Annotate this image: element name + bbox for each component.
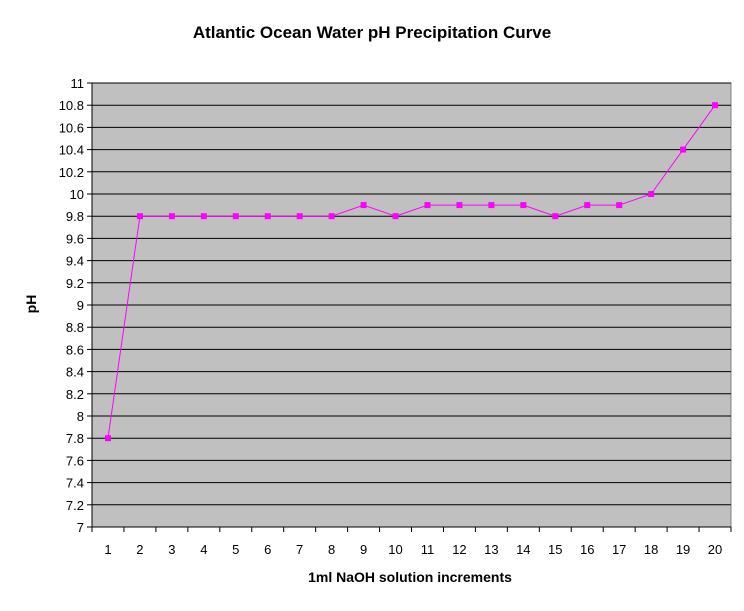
data-point [712,102,719,109]
data-point [552,213,559,220]
y-tick-label: 7.6 [66,453,84,468]
x-tick-label: 2 [136,542,143,557]
x-tick-label: 11 [421,542,435,557]
data-point [264,213,271,220]
y-tick-label: 8.2 [66,387,84,402]
x-tick-label: 12 [452,542,466,557]
x-tick-label: 15 [548,542,562,557]
data-point [360,202,367,209]
data-point [424,202,431,209]
x-tick-label: 3 [168,542,175,557]
x-tick-label: 8 [328,542,335,557]
x-tick-label: 5 [232,542,239,557]
data-point [328,213,335,220]
data-point [584,202,591,209]
data-point [104,435,111,442]
x-tick-label: 20 [708,542,722,557]
y-tick-label: 9 [77,298,84,313]
x-axis-label: 1ml NaOH solution increments [308,569,512,585]
series-ph [104,102,719,442]
y-tick-label: 7.8 [66,431,84,446]
data-point [392,213,399,220]
y-tick-label: 9.4 [66,254,84,269]
data-point [648,191,655,197]
x-tick-label: 14 [516,542,530,557]
y-tick-label: 11 [71,76,85,91]
x-tick-label: 6 [264,542,271,557]
y-tick-label: 10.4 [59,143,84,158]
x-tick-label: 9 [360,542,367,557]
x-tick-label: 18 [644,542,658,557]
x-tick-label: 19 [676,542,690,557]
y-axis-label: pH [23,295,39,314]
y-tick-label: 10.2 [59,165,84,180]
x-axis-ticks: 1 2 3 4 5 6 7 8 9 10 11 12 13 14 15 16 17 18 19 20 [91,527,732,557]
y-tick-label: 9.6 [66,231,84,246]
x-tick-label: 17 [612,542,626,557]
y-tick-label: 9.2 [66,276,84,291]
y-tick-label: 8.6 [66,342,84,357]
y-tick-label: 7.2 [66,498,84,513]
x-tick-label: 4 [200,542,207,557]
data-point [136,213,143,220]
data-point [200,213,207,220]
y-tick-label: 10.6 [59,120,84,135]
x-tick-label: 13 [484,542,498,557]
data-point [296,213,303,220]
y-tick-label: 8.8 [66,320,84,335]
x-tick-label: 16 [580,542,594,557]
y-tick-label: 7.4 [66,476,84,491]
series-line [107,104,716,439]
data-point [520,202,527,209]
data-point [456,202,463,209]
data-point [680,146,687,153]
y-tick-label: 10.8 [59,98,84,113]
data-point [616,202,623,209]
x-tick-label: 7 [296,542,303,557]
y-tick-label: 8 [77,409,84,424]
y-tick-label: 9.8 [66,209,84,224]
x-tick-label: 10 [388,542,402,557]
data-point [232,213,239,220]
data-point [488,202,495,209]
x-tick-label: 1 [104,542,111,557]
y-tick-label: 10 [70,187,84,202]
y-tick-label: 7 [77,520,84,535]
data-point [168,213,175,220]
y-tick-label: 8.4 [66,365,84,380]
chart-title: Atlantic Ocean Water pH Precipitation Cu… [193,23,551,42]
